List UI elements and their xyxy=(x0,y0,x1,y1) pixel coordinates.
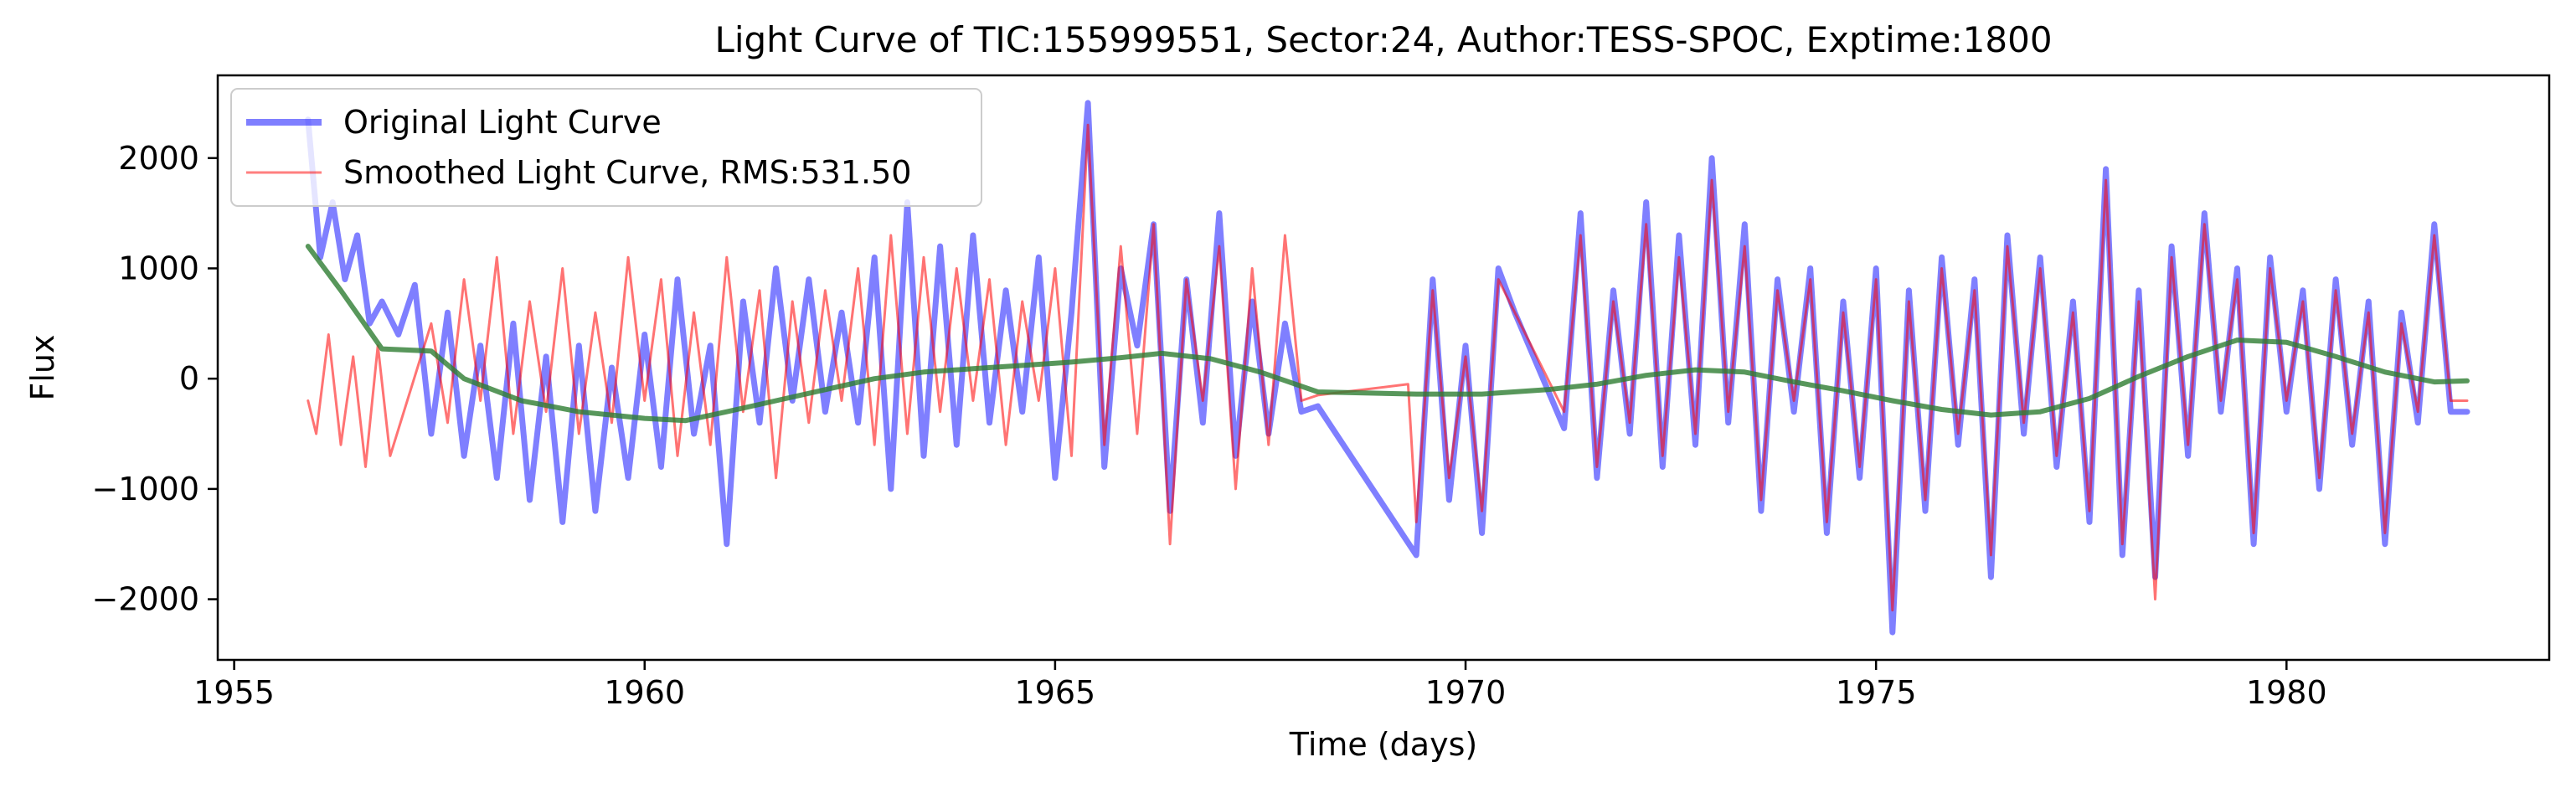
legend-label-original: Original Light Curve xyxy=(343,104,662,141)
y-tick-label: 1000 xyxy=(118,250,199,286)
x-tick-label: 1965 xyxy=(1015,674,1096,711)
axes-frame xyxy=(216,74,2551,662)
smoothed-light-curve-line xyxy=(307,123,2469,612)
x-tick-label: 1960 xyxy=(604,674,685,711)
y-axis-label: Flux xyxy=(24,335,61,401)
series-layer xyxy=(305,100,2470,636)
plot-area xyxy=(216,74,2551,662)
y-tick-label: 2000 xyxy=(118,140,199,177)
x-tick-label: 1955 xyxy=(193,674,275,711)
legend-box xyxy=(230,88,982,207)
legend-label-smoothed: Smoothed Light Curve, RMS:531.50 xyxy=(343,154,911,191)
x-tick-label: 1975 xyxy=(1836,674,1917,711)
x-tick-label: 1970 xyxy=(1425,674,1507,711)
chart-title: Light Curve of TIC:155999551, Sector:24,… xyxy=(714,19,2052,60)
trend-line xyxy=(305,244,2470,424)
y-tick-label: 0 xyxy=(179,360,199,397)
x-tick-label: 1980 xyxy=(2246,674,2327,711)
x-axis: 1955 1960 1965 1970 1975 1980 xyxy=(193,660,2327,711)
legend: Original Light Curve Smoothed Light Curv… xyxy=(230,88,982,207)
x-axis-label: Time (days) xyxy=(1289,726,1477,763)
y-tick-label: −2000 xyxy=(91,581,199,618)
y-tick-label: −1000 xyxy=(91,471,199,507)
y-axis: −2000 −1000 0 1000 2000 xyxy=(91,140,218,618)
original-light-curve-line xyxy=(305,100,2470,636)
